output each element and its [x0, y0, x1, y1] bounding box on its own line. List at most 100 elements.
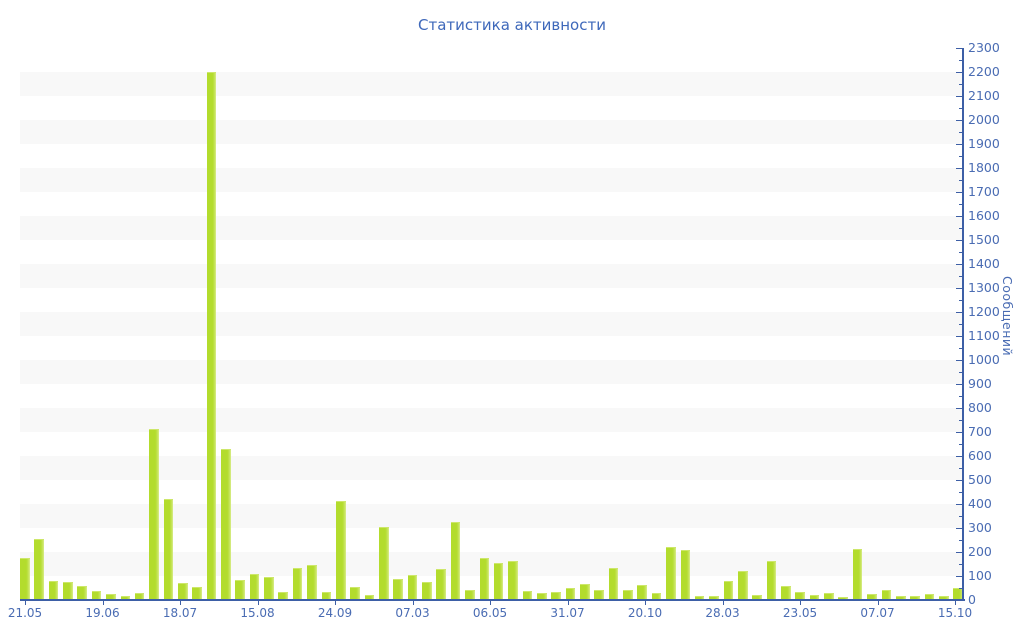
y-axis-minor-tick: [959, 251, 963, 253]
bar: [393, 578, 403, 600]
y-axis-minor-tick: [959, 275, 963, 277]
y-axis-tick: [956, 383, 963, 385]
y-axis-line: [962, 48, 964, 601]
bar: [149, 428, 159, 600]
y-axis-tick-label: 1500: [968, 232, 1000, 247]
bar: [637, 585, 648, 600]
x-axis-tick-label: 07.03: [395, 606, 430, 620]
y-axis-tick: [956, 359, 963, 361]
y-axis-title: Сообщений: [1000, 276, 1015, 357]
x-axis-tick: [257, 601, 259, 605]
bar: [522, 590, 533, 600]
bar: [48, 581, 59, 600]
y-axis-minor-tick: [959, 131, 963, 133]
x-axis-tick-label: 21.05: [7, 606, 43, 620]
grid-bands: [20, 48, 963, 600]
bar: [881, 589, 892, 600]
y-axis-minor-tick: [959, 299, 963, 301]
bar: [479, 558, 490, 600]
y-axis-tick: [956, 503, 963, 505]
y-axis-tick: [956, 167, 963, 169]
y-axis-minor-tick: [959, 395, 963, 397]
y-axis-minor-tick: [959, 563, 963, 565]
y-axis-minor-tick: [959, 515, 963, 517]
y-axis-tick-label: 0: [968, 592, 976, 607]
y-axis-minor-tick: [959, 491, 963, 493]
x-axis-tick: [25, 601, 26, 605]
x-axis-tick: [102, 601, 104, 605]
y-axis-minor-tick: [959, 443, 963, 445]
y-axis-tick: [956, 71, 963, 73]
bar: [852, 548, 863, 600]
y-axis-tick: [956, 335, 963, 337]
y-axis-tick: [956, 311, 963, 313]
y-axis-tick-label: 2200: [968, 64, 1000, 79]
bar: [91, 590, 102, 600]
bar: [910, 595, 920, 600]
y-axis-tick-label: 500: [968, 472, 992, 487]
y-axis-tick-label: 2000: [968, 112, 1000, 127]
bar: [824, 593, 834, 600]
bar: [752, 594, 762, 600]
y-axis-minor-tick: [959, 347, 963, 349]
y-axis-tick-label: 600: [968, 448, 992, 463]
x-axis-tick: [490, 601, 491, 605]
y-axis-minor-tick: [959, 467, 963, 469]
bar: [321, 591, 332, 600]
y-axis-tick-label: 2300: [968, 40, 1000, 55]
y-axis-tick-label: 400: [968, 496, 992, 511]
bar: [723, 581, 734, 600]
y-axis-tick: [956, 551, 963, 553]
bar: [77, 586, 88, 600]
y-axis-tick-label: 800: [968, 400, 992, 415]
bar: [694, 595, 705, 600]
bar: [34, 539, 44, 600]
bar: [235, 579, 245, 600]
bar: [407, 575, 418, 600]
bar: [895, 595, 906, 600]
bar: [221, 449, 231, 600]
bar: [134, 592, 145, 600]
bar: [838, 597, 849, 600]
y-axis-minor-tick: [959, 155, 963, 157]
y-axis-minor-tick: [959, 83, 963, 85]
bar: [781, 586, 791, 600]
bar: [551, 591, 561, 600]
chart-title: Статистика активности: [418, 16, 606, 34]
bar: [335, 500, 346, 600]
bar: [608, 568, 619, 600]
x-axis-tick-label: 20.10: [627, 606, 663, 620]
y-axis-tick: [956, 287, 963, 289]
y-axis-tick-label: 100: [968, 568, 992, 583]
y-axis-tick: [956, 95, 963, 97]
y-axis-tick: [956, 431, 963, 433]
y-axis-minor-tick: [959, 107, 963, 109]
bar: [177, 583, 188, 600]
bar: [450, 522, 461, 600]
y-axis-tick-label: 1300: [968, 280, 1000, 295]
y-axis-tick-label: 200: [968, 544, 992, 559]
y-axis-tick-label: 1100: [968, 328, 1000, 343]
y-axis-tick-label: 1600: [968, 208, 1000, 223]
x-axis-tick: [180, 601, 181, 605]
y-axis-tick-label: 700: [968, 424, 992, 439]
y-axis-tick: [956, 47, 963, 49]
y-axis-minor-tick: [959, 371, 963, 373]
bar: [651, 593, 662, 600]
bar: [809, 594, 820, 600]
y-axis-tick: [956, 575, 963, 577]
x-axis-tick-label: 28.03: [705, 606, 740, 620]
y-axis-minor-tick: [959, 539, 963, 541]
bar: [63, 581, 73, 600]
y-axis-tick-label: 1800: [968, 160, 1000, 175]
bar: [120, 595, 131, 600]
y-axis-tick: [956, 479, 963, 481]
bars-container: [20, 48, 963, 600]
x-axis-tick: [335, 601, 336, 605]
bar: [580, 583, 590, 600]
bar: [436, 569, 447, 600]
bar: [766, 560, 777, 600]
bar: [278, 591, 289, 600]
y-axis-tick: [956, 239, 963, 241]
bar: [364, 594, 375, 600]
